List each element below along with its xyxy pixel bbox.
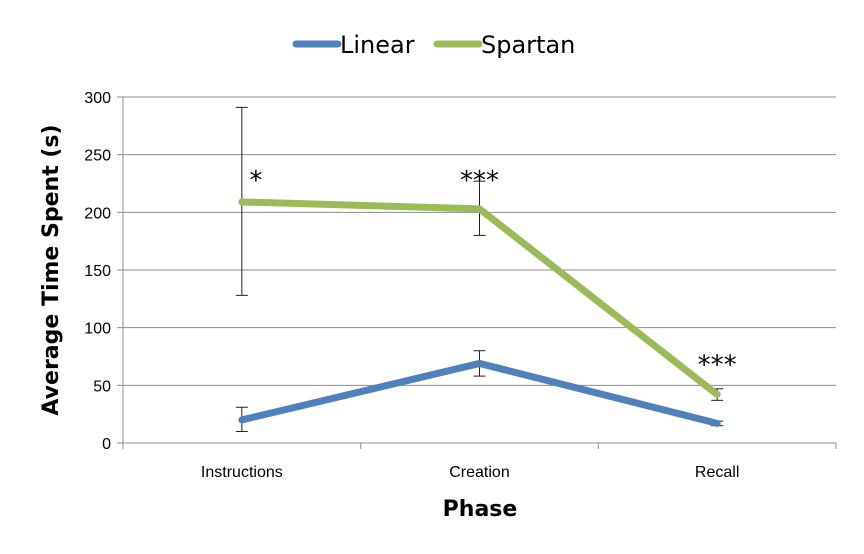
y-tick-label: 200 [84,205,111,222]
y-tick-label: 250 [84,148,111,165]
y-axis-title: Average Time Spent (s) [39,124,64,415]
data-point-linear [479,362,480,364]
y-tick-label: 50 [93,378,111,395]
legend: Linear Spartan [292,31,575,59]
y-tick-label: 300 [84,90,111,107]
significance-annotations: * ****** [249,166,736,381]
data-point-spartan [479,208,480,210]
error-bars [235,106,724,432]
data-point-linear [241,419,243,421]
x-tick-label: Creation [449,464,509,481]
gridlines [123,96,836,386]
axes: 0 50 100 150 200 250 300 Instructions Creation Re… [84,90,837,481]
legend-label-spartan: Spartan [481,31,575,59]
data-point-spartan [716,394,718,396]
y-tick-label: 100 [84,321,111,338]
data-point-linear [716,422,718,424]
y-tick-label: 0 [102,436,111,453]
y-tick-label: 150 [84,263,111,280]
series-lines [238,198,721,427]
data-point-spartan [241,201,243,203]
x-tick-label: Recall [695,464,739,481]
significance-marker: * [249,166,262,196]
x-tick-label: Instructions [201,464,283,481]
legend-label-linear: Linear [340,31,415,59]
x-axis-title: Phase [443,497,518,522]
significance-marker: *** [460,166,499,196]
significance-marker: *** [698,350,737,380]
